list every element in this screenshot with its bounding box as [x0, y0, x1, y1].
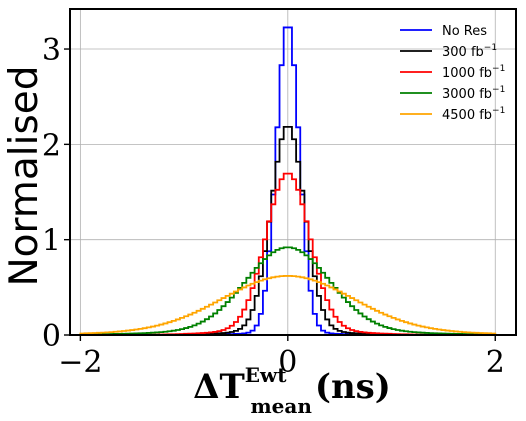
plot-frame [69, 8, 517, 336]
legend-label: 300 fb−1 [442, 43, 497, 60]
x-axis-label: ΔTEwt mean(ns) [193, 363, 391, 418]
x-tick-label: −2 [58, 345, 102, 380]
legend: No Res 300 fb−1 1000 fb−1 3000 fb−1 4500 fb−… [400, 24, 505, 123]
y-axis-label: Normalised [2, 65, 47, 286]
y-tick-label: 0 [42, 319, 61, 354]
y-tick-label: 1 [42, 224, 61, 259]
legend-label: No Res [442, 24, 487, 39]
legend-label: 1000 fb−1 [442, 64, 505, 81]
series-line [79, 275, 497, 335]
x-tick-label: 2 [486, 345, 505, 380]
x-axis-label-main: ΔT [193, 367, 245, 407]
x-axis-label-unit: (ns) [315, 367, 391, 407]
x-tick-label: 0 [278, 345, 297, 380]
x-axis-label-subscript: mean [250, 394, 312, 418]
y-tick-label: 2 [42, 128, 61, 163]
x-axis-label-superscript: Ewt [245, 363, 287, 387]
legend-label: 4500 fb−1 [442, 106, 505, 123]
y-tick-label: 3 [42, 33, 61, 68]
series-line [79, 246, 497, 336]
legend-label: 3000 fb−1 [442, 85, 505, 102]
